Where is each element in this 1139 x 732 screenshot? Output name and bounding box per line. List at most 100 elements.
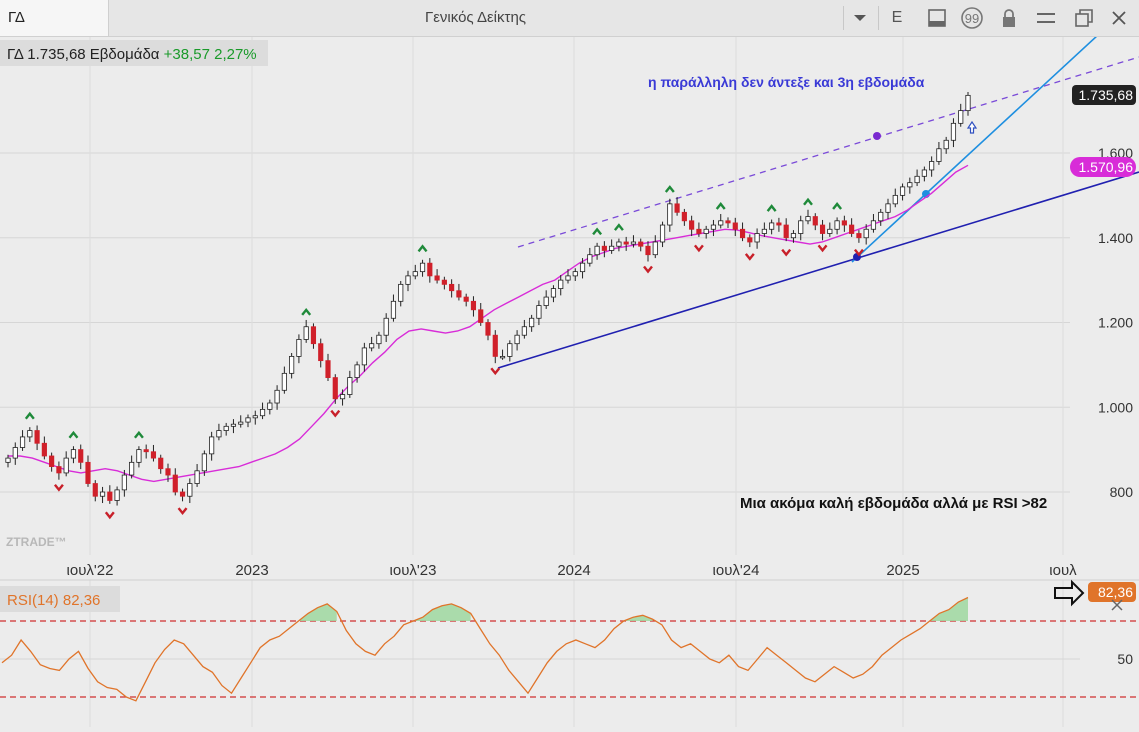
candle-body (56, 466, 62, 474)
candle-body (943, 139, 949, 150)
candle-body (681, 211, 687, 222)
fractal-down-marker (781, 248, 792, 257)
y-tick-label: 1.400 (1098, 230, 1133, 246)
fractal-down-marker (104, 511, 115, 520)
rsi-badge-label: 82,36 (1098, 584, 1133, 600)
candle-body (478, 309, 484, 323)
fractal-up-marker (803, 197, 813, 206)
candle-body (790, 233, 797, 239)
fractal-up-marker (715, 202, 726, 210)
candle-body (841, 220, 847, 226)
candle-body (703, 228, 709, 234)
candle-body (550, 288, 557, 298)
candle-body (41, 442, 47, 457)
header-price: ΓΔ 1.735,68 Εβδομάδα (7, 46, 164, 63)
candle-body (259, 408, 266, 417)
candle-body (325, 360, 331, 378)
rsi-header-bg (0, 586, 120, 612)
candle-body (623, 241, 629, 245)
candle-body (950, 122, 957, 141)
candle-body (965, 94, 971, 112)
fractal-up-marker (832, 202, 843, 210)
layout-icon[interactable] (920, 3, 954, 33)
rsi-overbought-fill (413, 603, 471, 621)
candle-body (158, 457, 164, 470)
candle-body (441, 279, 447, 285)
restore-icon[interactable] (1067, 3, 1101, 33)
rsi-line (1, 596, 969, 702)
quote-icon[interactable]: 99 (955, 3, 989, 33)
candle-body (310, 326, 317, 345)
chart-area[interactable]: 1.600 1.400 1.200 1.000 800 ιουλ'22 2023 ιουλ'2… (0, 34, 1139, 727)
fractal-down-marker (53, 484, 64, 492)
candle-body (936, 148, 942, 162)
candle-body (885, 203, 891, 213)
candle-body (303, 326, 309, 340)
close-icon (1111, 599, 1123, 611)
fractal-down-marker (490, 367, 501, 376)
candle-body (536, 305, 542, 319)
lock-icon[interactable] (992, 3, 1026, 33)
fractal-up-marker (664, 185, 675, 193)
candle-body (630, 241, 637, 245)
fractal-up-marker (766, 204, 777, 212)
candle-body (209, 436, 215, 455)
candle-body (419, 262, 426, 273)
candle-body (543, 296, 549, 306)
candle-body (579, 262, 586, 273)
candle-body (165, 468, 171, 476)
header-change: +38,57 2,27% (164, 46, 257, 63)
candle-body (594, 245, 600, 256)
candle-body (70, 449, 77, 459)
candle-body (899, 186, 906, 196)
candle-body (783, 224, 789, 239)
fractal-up-marker (133, 430, 144, 439)
candle-body (507, 343, 513, 357)
fractal-up-marker (301, 307, 312, 316)
candle-body (674, 203, 680, 213)
candle-body (929, 161, 935, 171)
fractal-down-marker (693, 244, 704, 253)
candle-body (958, 110, 964, 124)
chevron-down-icon[interactable] (843, 3, 877, 33)
candle-body (696, 228, 702, 234)
rsi-title: RSI(14) (7, 592, 63, 609)
fractal-up-marker (24, 411, 35, 420)
candle-body (609, 245, 615, 251)
fractal-down-marker (853, 248, 864, 257)
candle-body (121, 474, 127, 491)
candle-body (412, 271, 418, 277)
candle-body (732, 222, 738, 230)
candle-body (485, 322, 491, 336)
minimize-icon[interactable] (1029, 3, 1063, 33)
rsi-overbought-fill (929, 597, 968, 621)
candle-body (434, 275, 440, 281)
mode-button[interactable]: E (891, 9, 903, 26)
channel-upper-line (517, 56, 1139, 248)
candle-body (19, 436, 26, 448)
candle-body (99, 491, 106, 497)
candle-body (892, 194, 898, 205)
candle-body (776, 222, 782, 226)
window-title: Γενικός Δείκτης (424, 9, 527, 26)
candle-body (463, 296, 469, 302)
candle-body (907, 182, 913, 188)
symbol-field[interactable]: ΓΔ (0, 0, 109, 36)
candle-body (739, 228, 746, 239)
rsi-overbought-fill (298, 603, 337, 621)
x-tick-label: 2024 (557, 562, 590, 579)
candle-body (725, 220, 731, 224)
candle-body (761, 228, 767, 234)
x-tick-label: ιουλ'24 (713, 562, 760, 579)
symbol-label: ΓΔ (8, 9, 25, 26)
svg-text:99: 99 (965, 11, 979, 26)
last-price-label: 1.735,68 (1079, 87, 1134, 103)
fractal-down-marker (643, 265, 653, 274)
candle-body (747, 237, 753, 243)
close-icon[interactable] (1102, 3, 1136, 33)
watermark-logo: ZTRADE™ (6, 535, 67, 549)
candle-body (223, 425, 229, 431)
candle-body (354, 364, 360, 378)
trend-line (851, 34, 1099, 263)
